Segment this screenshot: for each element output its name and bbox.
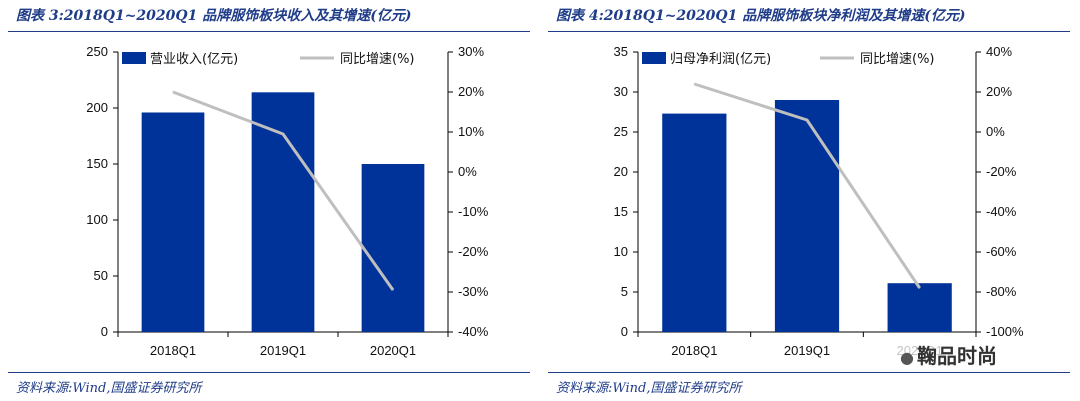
y-tick-label: 0 [621,324,628,339]
y2-tick-label: -40% [458,324,489,339]
bar [361,164,425,332]
y-tick-label: 35 [614,44,628,59]
growth-point [282,133,284,135]
y2-tick-label: 10% [458,124,484,139]
title-rule [548,31,1070,32]
source-rule [548,372,1070,373]
y2-tick-label: -40% [986,204,1017,219]
source-note: 资料来源:Wind,国盛证券研究所 [16,381,202,396]
category-label: 2019Q1 [784,343,830,358]
growth-point [693,83,695,85]
y-tick-label: 30 [614,84,628,99]
y2-tick-label: -10% [458,204,489,219]
category-label: 2018Q1 [150,343,196,358]
y-tick-label: 200 [86,100,108,115]
watermark: ● 鞠品时尚 [896,340,1001,369]
category-label: 2020Q1 [370,343,416,358]
y-tick-label: 150 [86,156,108,171]
y-tick-label: 100 [86,212,108,227]
bar [887,283,952,332]
figure-title: 图表 4:2018Q1~2020Q1 品牌服饰板块净利润及其增速(亿元) [556,8,966,24]
growth-point [806,119,808,121]
y-tick-label: 0 [101,324,108,339]
category-label: 2018Q1 [671,343,717,358]
legend-line-label: 同比增速(%) [340,52,415,67]
chart-panel-revenue: 图表 3:2018Q1~2020Q1 品牌服饰板块收入及其增速(亿元) 0 50 1… [8,0,538,401]
legend-bar-label: 营业收入(亿元) [150,52,238,67]
y2-tick-label: -20% [986,164,1017,179]
y2-tick-label: -80% [986,284,1017,299]
legend-bar-label: 归母净利润(亿元) [670,52,771,67]
legend-bar-swatch [642,52,666,64]
y-tick-label: 10 [614,244,628,259]
category-label: 2019Q1 [260,343,306,358]
y2-tick-label: -20% [458,244,489,259]
y-tick-label: 25 [614,124,628,139]
source-rule [8,372,530,373]
y2-tick-label: 20% [986,84,1012,99]
growth-point [919,287,921,289]
y-tick-label: 50 [94,268,108,283]
bar [662,113,727,332]
legend-bar-swatch [122,52,146,64]
revenue-chart: 0 50 100 150 200 250 -40% -30% -20% -10% 0% 10% 20% 3… [86,44,489,358]
watermark-text: 鞠品时尚 [916,344,997,368]
y-tick-label: 250 [86,44,108,59]
figure-title: 图表 3:2018Q1~2020Q1 品牌服饰板块收入及其增速(亿元) [16,8,412,24]
source-note: 资料来源:Wind,国盛证券研究所 [556,381,742,396]
legend-line-label: 同比增速(%) [860,52,935,67]
y2-tick-label: 0% [458,164,477,179]
bar [774,100,840,332]
bar [251,92,315,332]
y2-tick-label: -60% [986,244,1017,259]
y2-tick-label: 20% [458,84,484,99]
title-rule [8,31,530,32]
growth-point [172,91,174,93]
y-tick-label: 5 [621,284,628,299]
y2-tick-label: -30% [458,284,489,299]
y2-tick-label: 40% [986,44,1012,59]
y-tick-label: 20 [614,164,628,179]
y2-tick-label: -100% [986,324,1024,339]
y2-tick-label: 0% [986,124,1005,139]
y2-tick-label: 30% [458,44,484,59]
net-profit-chart: 0 5 10 15 20 25 30 35 -100% -80% -60% -40% -20% 0% 20%… [614,44,1024,358]
growth-point [392,289,394,291]
bar [141,112,205,332]
chart-panel-net-profit: 图表 4:2018Q1~2020Q1 品牌服饰板块净利润及其增速(亿元) 0 5 1… [548,0,1078,401]
wechat-icon: ● [900,348,914,367]
y-tick-label: 15 [614,204,628,219]
